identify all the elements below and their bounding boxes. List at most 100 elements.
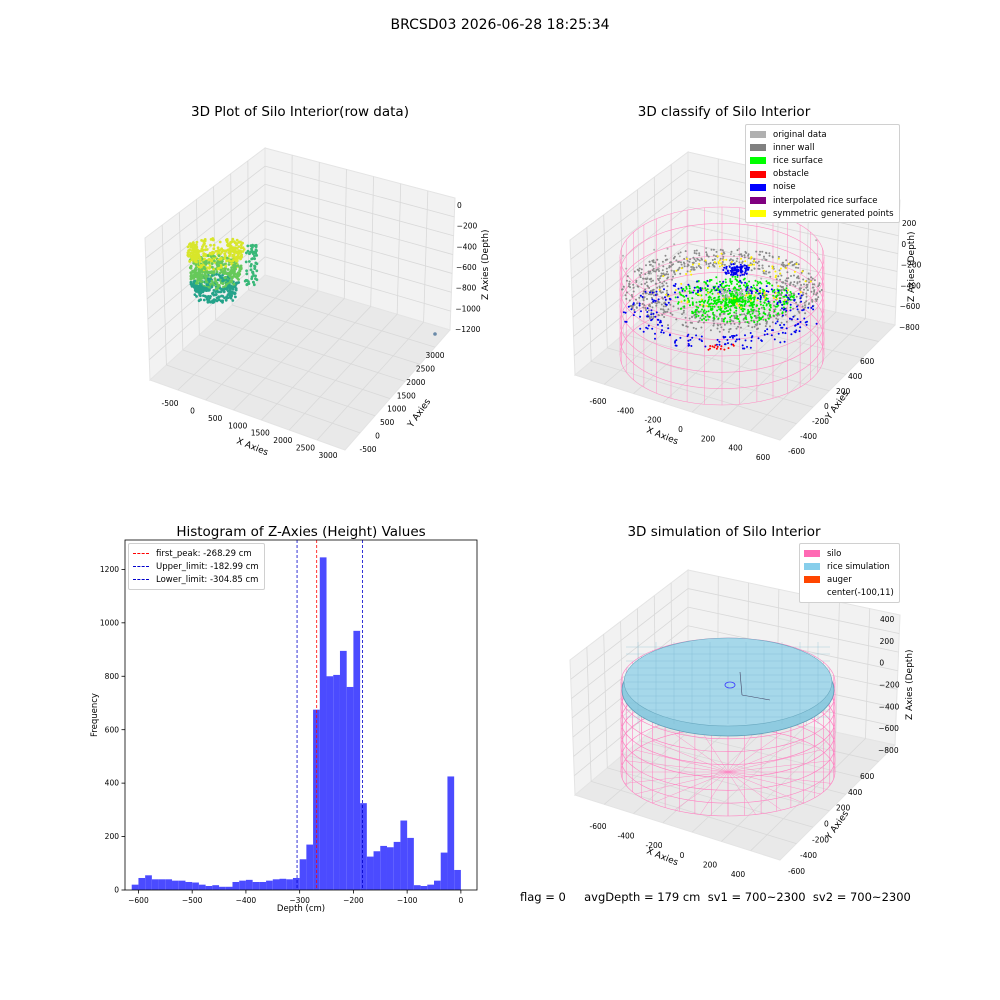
classified-point [709,305,712,308]
grid-line [423,190,429,323]
classified-point [729,278,732,280]
legend-line [133,566,149,568]
classified-point [654,294,657,296]
classified-point [703,309,706,312]
classified-point [652,267,655,270]
classified-point [698,254,701,257]
raw-point [218,290,222,294]
classified-point [711,345,714,348]
simulation-rice-surface [621,637,835,737]
classified-point [669,298,672,301]
classified-point [729,318,732,321]
silo-floor-spoke [674,733,729,773]
classified-point [723,286,726,289]
classified-point [722,269,725,271]
classified-point [711,308,714,311]
classified-point [740,313,743,316]
classified-point [677,287,680,290]
classified-point [729,253,732,256]
raw-3d-plot[interactable]: -500050010001500200025003000-50005001000… [100,130,500,480]
classified-point [785,327,788,330]
raw-point [189,277,193,281]
classified-point [757,314,760,317]
classified-point [749,295,752,298]
histogram-bars [131,557,461,890]
raw-point [207,295,210,298]
grid-line [687,224,898,272]
pane-floor [573,279,897,441]
classified-point [763,308,766,311]
classified-point [698,259,701,262]
classified-point [719,347,722,350]
classified-point [698,300,701,303]
classified-point [789,303,792,306]
classify-y-tick: -600 [788,447,805,456]
classified-point [694,308,697,311]
classified-point [713,261,716,264]
raw-point [236,271,240,275]
classified-point [659,321,662,324]
classified-point [731,292,734,295]
histogram-bar [292,877,300,890]
classified-point [799,321,802,323]
classified-point [764,330,767,332]
classified-point [736,315,739,318]
classified-point [706,254,709,257]
classified-point [743,297,746,300]
classified-point [666,285,669,288]
histogram-chart[interactable]: −600 −500 −400 −300 −200 −100 0020040060080010… [80,535,490,915]
classified-point [765,322,768,325]
classified-point [797,292,800,295]
classified-point [815,300,818,302]
raw-point [189,280,193,284]
classified-point [677,307,680,310]
classified-point [743,313,746,316]
classified-point [695,301,698,304]
raw-point [253,264,256,268]
classified-point [625,267,628,270]
classified-point [724,278,727,281]
classified-point [645,281,648,284]
classified-point [697,289,700,292]
raw-point [205,275,209,278]
classified-point [683,265,686,268]
classified-point [662,275,665,278]
histogram-bar [454,869,461,890]
classified-point [797,266,800,269]
classified-point [715,343,718,346]
classified-point [777,304,780,307]
classified-point [661,313,664,316]
raw-point [194,247,198,251]
classified-point [644,290,647,293]
plot-frame [124,539,478,891]
raw-point [220,257,223,260]
raw-point [193,253,197,257]
legend-item: silo [804,547,894,560]
raw-point [221,279,224,283]
classified-point [712,313,715,316]
raw-point [220,294,223,298]
classified-point [756,280,759,283]
grid-line [370,176,374,307]
classified-point [749,257,752,260]
pane-floor [149,274,451,451]
classified-point [738,320,741,323]
classified-point [663,280,666,283]
classified-point [687,297,689,300]
auger-marker [724,681,736,689]
classified-point [709,345,712,347]
raw-point [247,282,251,285]
classified-point [757,327,759,330]
classified-point [774,270,777,273]
classified-point [795,329,798,332]
classified-point [749,304,752,307]
raw-point [204,278,208,281]
classified-point [658,301,661,304]
classified-point [767,271,770,274]
classified-point [622,254,624,257]
classified-point [704,281,707,284]
raw-point [204,288,207,292]
classified-point [750,339,753,342]
classified-point [759,281,762,284]
